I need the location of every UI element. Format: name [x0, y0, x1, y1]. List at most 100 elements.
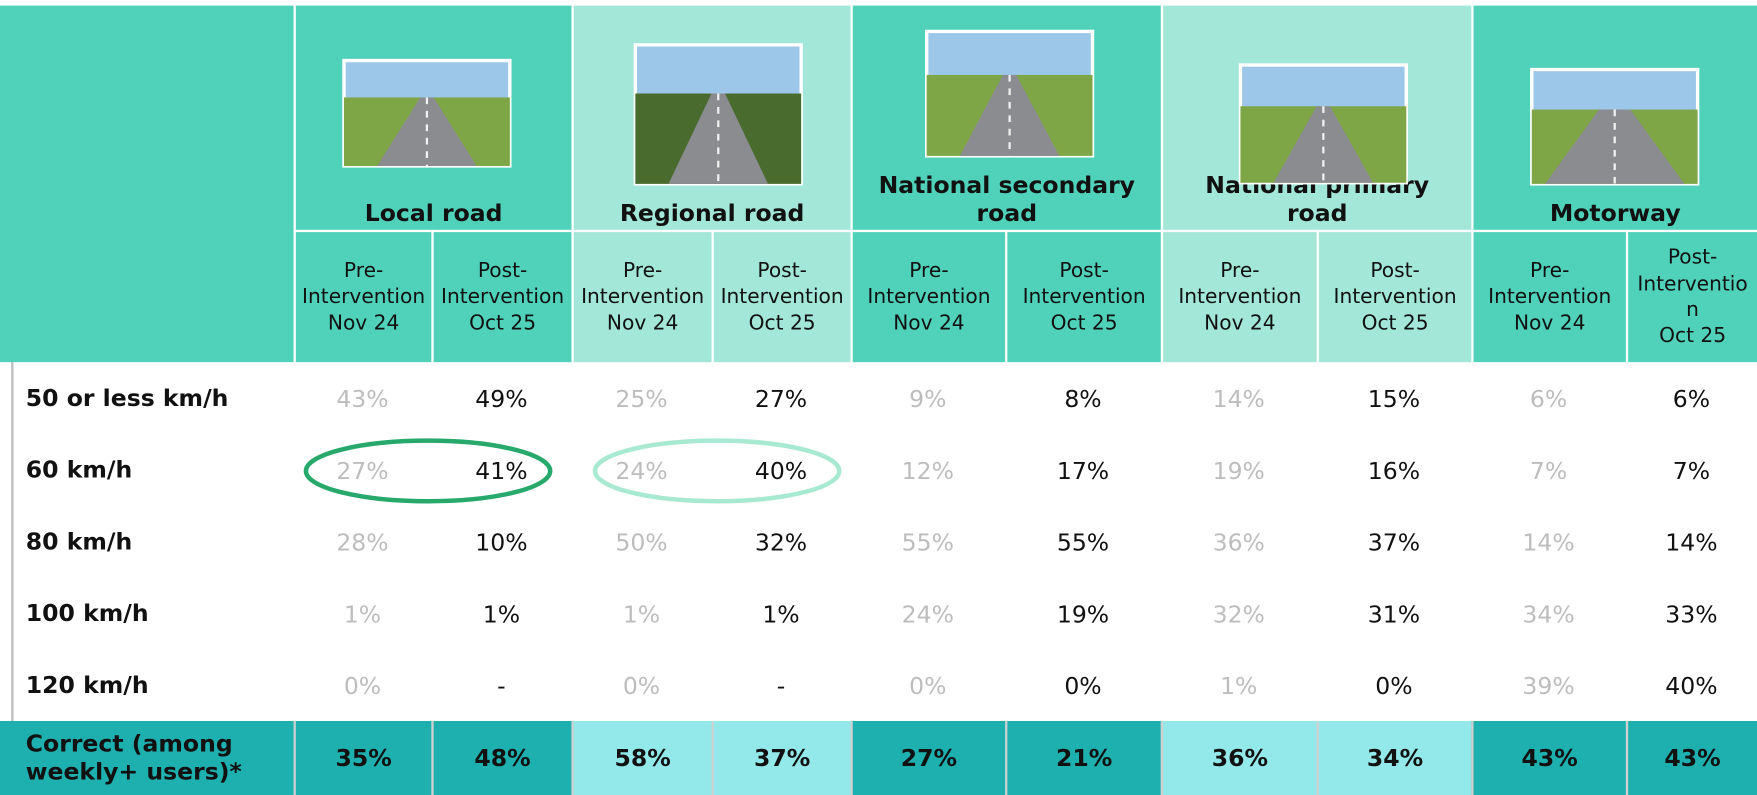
value-cell: 34% — [1522, 601, 1575, 628]
row-label: Correct (among weekly+ users)* — [0, 720, 294, 795]
highlight-oval — [592, 438, 842, 504]
highlight-oval — [303, 438, 553, 504]
value-cell: 9% — [909, 385, 947, 413]
value-cell: 37% — [1367, 529, 1421, 557]
sub-header: Pre-Intervention Nov 24 — [293, 229, 432, 363]
value-cell: 28% — [336, 529, 389, 557]
sub-date: Oct 25 — [469, 311, 537, 335]
value-cell: 1% — [622, 601, 661, 628]
value-cell: 40% — [1665, 672, 1718, 700]
sub-header: Pre-Intervention Nov 24 — [850, 229, 1006, 363]
value-cell: 31% — [1367, 601, 1421, 628]
value-cell: 25% — [615, 385, 668, 413]
value-cell: 0% — [909, 672, 947, 700]
header-corner — [0, 5, 294, 363]
value-cell: 6% — [1529, 385, 1568, 413]
value-cell: - — [497, 672, 506, 700]
value-cell: 16% — [1367, 457, 1421, 485]
value-cell: 17% — [1056, 457, 1110, 485]
total-cell: 37% — [711, 720, 851, 795]
total-cell: 36% — [1160, 720, 1317, 795]
sub-header: Post-Intervention Oct 25 — [711, 229, 851, 363]
road-photo-road — [1273, 106, 1374, 183]
value-cell: 24% — [615, 457, 668, 485]
sub-date: Oct 25 — [1659, 324, 1727, 349]
value-cell: 7% — [1529, 457, 1568, 485]
value-cell: 32% — [754, 529, 808, 557]
row-label: 120 km/h — [25, 672, 149, 700]
value-cell: 55% — [1056, 529, 1110, 557]
value-cell: 36% — [1212, 529, 1265, 557]
row-label: 60 km/h — [25, 456, 133, 484]
value-cell: 50% — [615, 529, 668, 557]
value-cell: 15% — [1367, 385, 1421, 413]
sub-header: Pre-Intervention Nov 24 — [1471, 229, 1626, 363]
total-cell: 43% — [1625, 720, 1757, 795]
value-cell: 0% — [1375, 672, 1413, 700]
value-cell: 0% — [1064, 672, 1102, 700]
sub-label: Post-Intervention — [1637, 245, 1748, 322]
total-cell: 48% — [431, 720, 572, 795]
sub-header: Post-Intervention Oct 25 — [1625, 229, 1757, 363]
total-cell: 35% — [293, 720, 432, 795]
value-cell: 1% — [762, 601, 800, 628]
row-label: 100 km/h — [25, 600, 149, 628]
value-cell: 19% — [1056, 601, 1110, 628]
sub-date: Nov 24 — [606, 311, 679, 335]
total-cell: 21% — [1005, 720, 1161, 795]
value-cell: 24% — [901, 601, 954, 628]
value-cell: 49% — [475, 385, 528, 413]
sub-date: Oct 25 — [1050, 311, 1118, 335]
value-cell: 39% — [1522, 672, 1575, 700]
value-cell: 27% — [754, 385, 808, 413]
value-cell: 14% — [1665, 529, 1718, 557]
sub-date: Oct 25 — [1361, 311, 1429, 335]
sub-date: Oct 25 — [748, 311, 816, 335]
sub-header: Post-Intervention Oct 25 — [1005, 229, 1161, 363]
row-label: 50 or less km/h — [25, 385, 229, 412]
value-cell: 33% — [1665, 601, 1718, 628]
sub-label: Pre-Intervention — [1488, 258, 1612, 309]
sub-header: Pre-Intervention Nov 24 — [1160, 229, 1317, 363]
sub-label: Post-Intervention — [1022, 258, 1146, 309]
sub-header: Post-Intervention Oct 25 — [1316, 229, 1472, 363]
total-cell: 34% — [1316, 720, 1472, 795]
value-cell: - — [776, 672, 786, 700]
road-photo-road — [1545, 109, 1685, 184]
value-cell: 32% — [1212, 601, 1265, 628]
value-cell: 7% — [1672, 457, 1711, 485]
total-cell: 27% — [850, 720, 1006, 795]
sub-label: Post-Intervention — [441, 258, 565, 309]
value-cell: 8% — [1064, 385, 1102, 413]
sub-label: Pre-Intervention — [581, 258, 705, 309]
value-cell: 6% — [1672, 385, 1711, 413]
value-cell: 1% — [343, 601, 382, 628]
value-cell: 40% — [754, 457, 808, 485]
sub-label: Post-Intervention — [1333, 258, 1457, 309]
sub-label: Pre-Intervention — [302, 258, 426, 309]
value-cell: 10% — [475, 529, 528, 557]
sub-header: Post-Intervention Oct 25 — [431, 229, 572, 363]
value-cell: 0% — [622, 672, 661, 700]
sub-date: Nov 24 — [1204, 311, 1276, 335]
value-cell: 14% — [1212, 385, 1265, 413]
value-cell: 43% — [336, 385, 389, 413]
sub-header: Pre-Intervention Nov 24 — [571, 229, 712, 363]
value-cell: 0% — [343, 672, 382, 700]
value-cell: 14% — [1522, 529, 1575, 557]
sub-label: Post-Intervention — [720, 258, 844, 309]
value-cell: 12% — [901, 457, 954, 485]
value-cell: 27% — [336, 457, 389, 485]
total-cell: 43% — [1471, 720, 1626, 795]
row-label: 80 km/h — [25, 528, 133, 556]
value-cell: 41% — [475, 457, 528, 485]
total-cell: 58% — [571, 720, 712, 795]
sub-label: Pre-Intervention — [1178, 258, 1302, 309]
sub-label: Pre-Intervention — [867, 258, 991, 309]
road-photo-road — [377, 97, 477, 166]
value-cell: 1% — [1220, 672, 1258, 700]
sub-date: Nov 24 — [893, 311, 965, 335]
